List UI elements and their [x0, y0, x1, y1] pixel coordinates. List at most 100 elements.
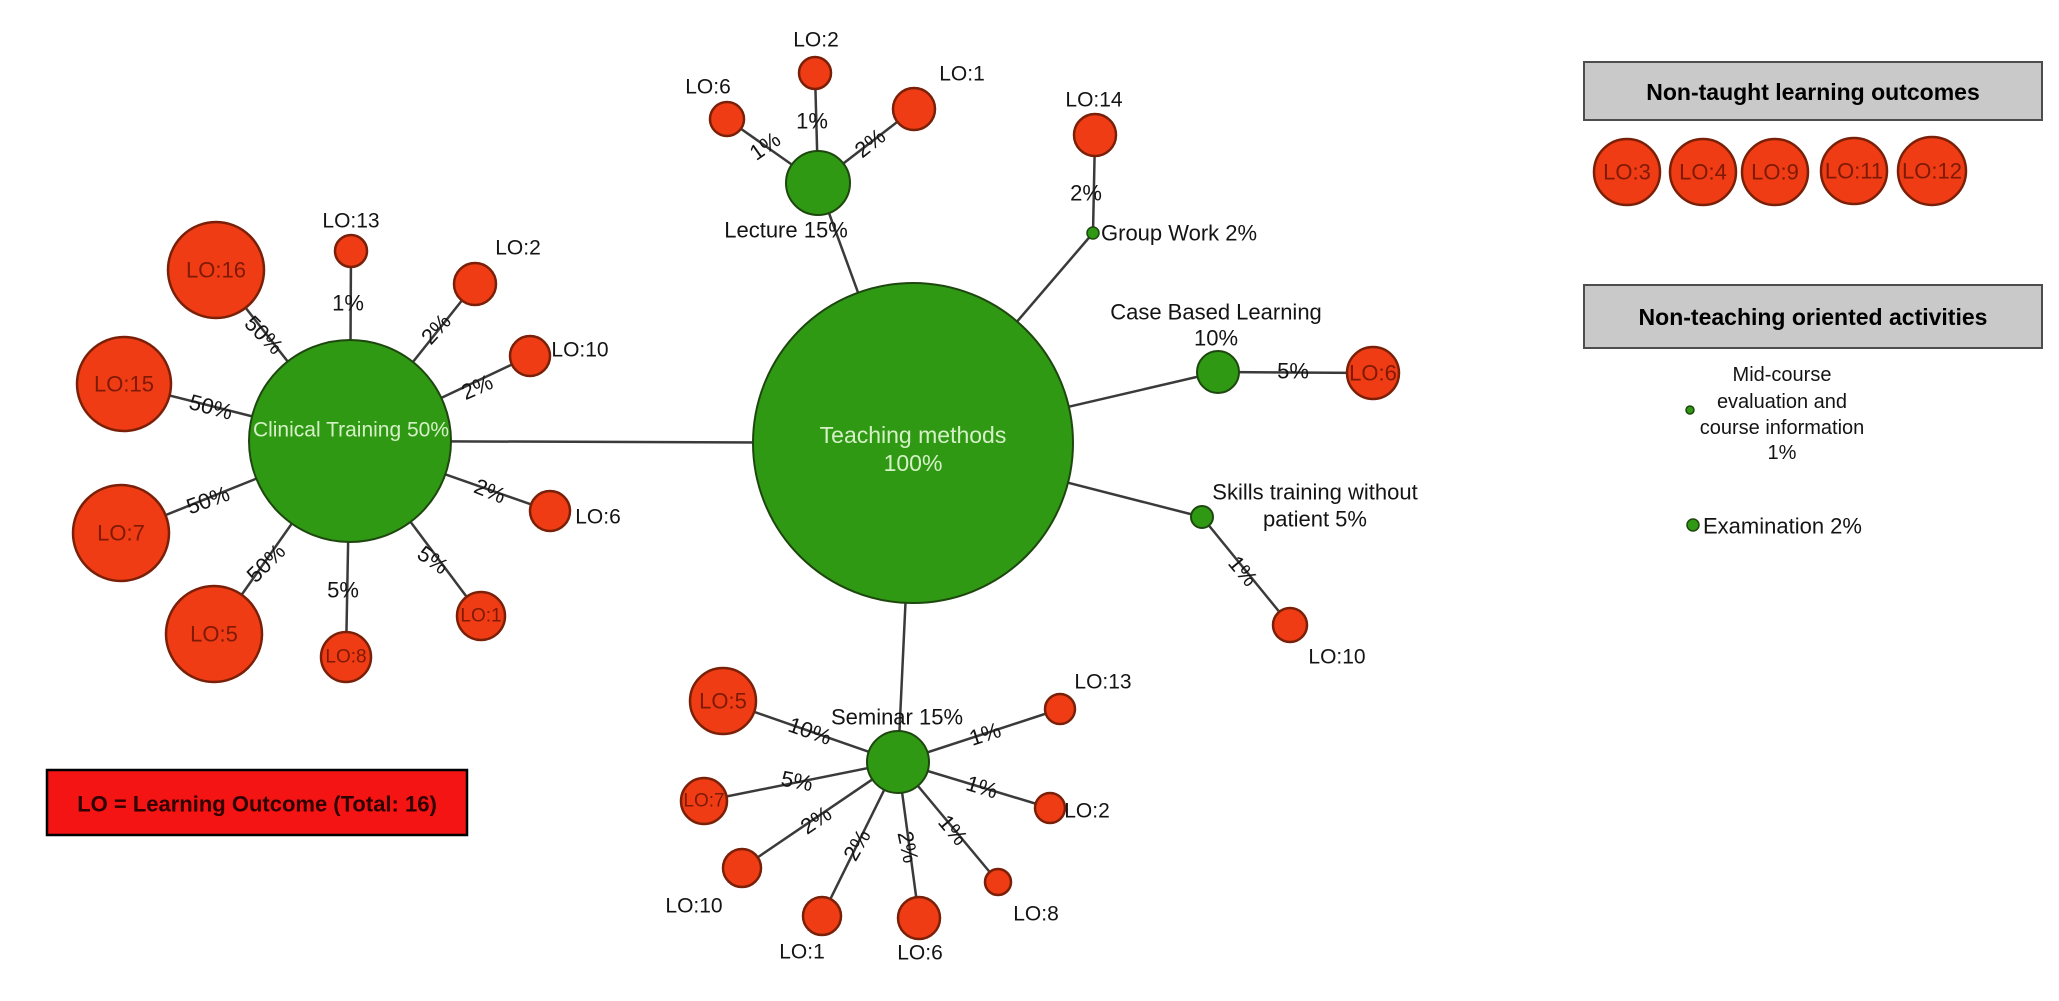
- satellite-clinical-lo1: [455, 590, 507, 642]
- edge-label-seminar-lo13: 1%: [966, 717, 1004, 751]
- satellite-skills-lo10: [1271, 606, 1309, 644]
- panel-non-teaching: Non-teaching oriented activities Mid-cou…: [1583, 284, 2043, 539]
- satellite-label-lecture-lo2: LO:2: [793, 29, 839, 52]
- satellite-lecture-lo6: [708, 100, 746, 138]
- non-taught-label-lo4: LO:4: [1679, 160, 1727, 185]
- satellite-label-seminar-lo6: LO:6: [897, 942, 943, 965]
- satellite-label-casebased-lo6: LO:6: [1349, 361, 1397, 386]
- non-taught-label-lo11: LO:11: [1825, 159, 1883, 184]
- edge-skills-lo10: [1201, 516, 1291, 626]
- edge-label-seminar-lo6: 2%: [892, 829, 923, 865]
- satellite-seminar-lo8: [983, 867, 1013, 897]
- edge-label-lecture-lo1: 2%: [850, 123, 890, 162]
- satellite-label-clinical-lo16: LO:16: [186, 258, 246, 283]
- midcourse-label-line2: evaluation and: [1717, 391, 1847, 413]
- legend-box: [45, 768, 469, 837]
- satellite-clinical-lo10: [508, 334, 552, 378]
- satellite-label-seminar-lo1: LO:1: [779, 941, 825, 964]
- satellite-label-clinical-lo8: LO:8: [325, 647, 366, 668]
- node-skills-training: [1190, 505, 1214, 529]
- legend: LO = Learning Outcome (Total: 16): [45, 768, 469, 837]
- node-seminar: [866, 730, 930, 794]
- satellite-lecture-lo1: [891, 86, 937, 132]
- node-clinical-training: [248, 339, 452, 543]
- edge-label-lecture-lo2: 1%: [796, 109, 828, 134]
- panel-non-taught: Non-taught learning outcomes LO:3 LO:4 L…: [1583, 61, 2043, 207]
- non-taught-circle-lo9: [1740, 137, 1810, 207]
- skills-training-label-line1: Skills training without: [1212, 480, 1417, 505]
- non-taught-header-title: Non-taught learning outcomes: [1646, 79, 1980, 105]
- satellite-casebased-lo6: [1345, 345, 1401, 401]
- edge-label-clinical-lo8: 5%: [327, 578, 359, 603]
- legend-text: LO = Learning Outcome (Total: 16): [77, 792, 437, 817]
- edge-label-clinical-lo13: 1%: [332, 291, 364, 316]
- satellite-label-clinical-lo2: LO:2: [495, 237, 541, 260]
- edge-label-clinical-lo5: 50%: [242, 539, 291, 588]
- satellite-label-lecture-lo6: LO:6: [685, 76, 731, 99]
- non-taught-circle-lo11: [1819, 136, 1889, 206]
- satellite-label-clinical-lo1: LO:1: [460, 606, 501, 627]
- satellite-label-clinical-lo13: LO:13: [322, 210, 379, 233]
- non-taught-circle-lo4: [1668, 137, 1738, 207]
- node-group-work: [1086, 226, 1100, 240]
- satellite-clinical-lo6: [528, 489, 572, 533]
- examination-dot: [1686, 518, 1700, 532]
- non-taught-circle-lo12: [1896, 135, 1968, 207]
- teaching-methods-label-line1: Teaching methods: [820, 422, 1007, 448]
- satellite-seminar-lo5: [688, 666, 758, 736]
- satellite-label-clinical-lo7: LO:7: [97, 521, 145, 546]
- satellite-label-lecture-lo1: LO:1: [939, 63, 985, 86]
- edge-label-seminar-lo5: 10%: [785, 712, 835, 750]
- non-teaching-header-title: Non-teaching oriented activities: [1639, 304, 1988, 330]
- midcourse-dot: [1685, 405, 1695, 415]
- clinical-edge-labels: 50% 1% 2% 2% 50% 2% 50% 50% 5% 5%: [183, 291, 509, 603]
- satellite-label-seminar-lo7: LO:7: [683, 791, 724, 812]
- satellite-seminar-lo6: [896, 895, 942, 941]
- satellite-label-clinical-lo15: LO:15: [94, 372, 154, 397]
- group-work-label: Group Work 2%: [1101, 221, 1257, 246]
- midcourse-label-line3: course information: [1700, 417, 1865, 439]
- satellite-clinical-lo13: [333, 233, 369, 269]
- case-based-learning-label: Case Based Learning: [1110, 300, 1322, 325]
- satellite-seminar-lo7: [679, 776, 729, 826]
- satellite-clinical-lo2: [452, 261, 498, 307]
- satellite-seminar-lo2: [1033, 791, 1067, 825]
- satellite-label-groupwork-lo14: LO:14: [1065, 89, 1123, 112]
- edge-label-clinical-lo15: 50%: [186, 389, 235, 425]
- satellite-label-seminar-lo13: LO:13: [1074, 671, 1131, 694]
- skills-training-label-line2: patient 5%: [1263, 507, 1367, 532]
- edge-label-lecture-lo6: 1%: [745, 127, 785, 166]
- edge-label-clinical-lo7: 50%: [183, 481, 233, 520]
- edge-seminar-lo7: [703, 760, 899, 803]
- edge-label-groupwork-lo14: 2%: [1070, 181, 1102, 206]
- edge-label-clinical-lo1: 5%: [413, 541, 453, 580]
- non-taught-label-lo12: LO:12: [1902, 159, 1962, 184]
- non-taught-label-lo9: LO:9: [1751, 160, 1799, 185]
- node-case-based-learning: [1196, 350, 1240, 394]
- edge-label-seminar-lo7: 5%: [779, 766, 815, 797]
- satellite-seminar-lo10: [721, 847, 763, 889]
- satellite-label-clinical-lo10: LO:10: [551, 339, 608, 362]
- non-taught-header-box: [1583, 61, 2043, 121]
- satellite-clinical-lo8: [319, 630, 373, 684]
- edge-label-seminar-lo2: 1%: [963, 770, 1001, 803]
- satellite-label-clinical-lo5: LO:5: [190, 622, 238, 647]
- satellite-seminar-lo13: [1043, 692, 1077, 726]
- satellite-clinical-lo7: [71, 483, 171, 583]
- non-taught-circle-lo3: [1592, 137, 1662, 207]
- satellite-clinical-lo16: [166, 220, 266, 320]
- satellite-clinical-lo15: [75, 335, 173, 433]
- non-teaching-header-box: [1583, 284, 2043, 349]
- edge-label-casebased-lo6: 5%: [1277, 359, 1309, 384]
- satellite-lecture-lo2: [797, 55, 833, 91]
- satellite-clinical-lo5: [164, 584, 264, 684]
- edge-label-seminar-lo1: 2%: [838, 825, 876, 865]
- satellite-seminar-lo1: [801, 895, 843, 937]
- satellite-label-skills-lo10: LO:10: [1308, 646, 1365, 669]
- satellite-label-seminar-lo5: LO:5: [699, 689, 747, 714]
- case-based-learning-pct: 10%: [1194, 326, 1238, 351]
- clinical-training-label: Clinical Training 50%: [253, 419, 449, 442]
- satellite-groupwork-lo14: [1072, 112, 1118, 158]
